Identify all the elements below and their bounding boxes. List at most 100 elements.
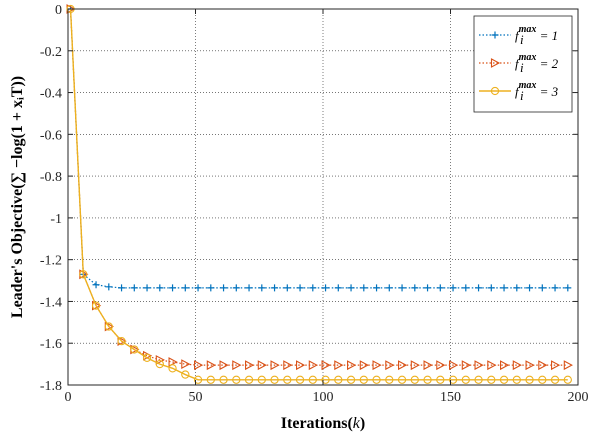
- data-point-plus: [92, 281, 100, 289]
- data-point-circle: [193, 375, 203, 384]
- data-point-circle: [91, 301, 101, 310]
- data-point-circle: [168, 364, 177, 373]
- data-point-circle: [79, 270, 88, 279]
- y-tick-label: -1: [50, 212, 62, 227]
- data-point-circle: [499, 375, 509, 384]
- data-point-plus: [143, 284, 151, 292]
- y-tick-label: -0.6: [40, 128, 62, 143]
- data-point-circle: [155, 359, 164, 369]
- data-point-plus: [462, 284, 470, 292]
- data-point-triangle: [525, 360, 535, 371]
- data-point-plus: [564, 284, 572, 292]
- data-point-circle: [308, 375, 317, 384]
- data-point-circle: [283, 375, 292, 384]
- data-point-circle: [512, 375, 521, 384]
- data-point-plus: [207, 284, 215, 292]
- data-point-plus: [232, 284, 240, 292]
- data-point-plus: [436, 284, 444, 292]
- data-point-plus: [398, 284, 406, 292]
- data-point-triangle: [423, 360, 433, 371]
- data-point-plus: [322, 284, 330, 292]
- data-point-circle: [525, 375, 534, 384]
- data-point-triangle: [461, 360, 471, 371]
- data-point-circle: [423, 375, 432, 384]
- data-point-circle: [321, 375, 330, 384]
- tick-labels: 0 50 100 150 200 0 -0.2 -0.4 -0.6 -0.8 -1 -1.2 -1.4 -…: [40, 3, 589, 405]
- data-point-triangle: [436, 360, 446, 371]
- legend-label: fmax = 2: [515, 52, 559, 71]
- data-point-circle: [334, 375, 343, 384]
- data-point-triangle: [206, 360, 216, 371]
- x-tick-label: 150: [440, 390, 461, 405]
- data-point-triangle: [232, 360, 242, 371]
- y-tick-label: -1.6: [40, 337, 62, 352]
- data-point-circle: [257, 375, 266, 384]
- data-point-plus: [385, 284, 393, 292]
- data-point-plus: [475, 284, 483, 292]
- series-line: [69, 8, 568, 366]
- series-line: [69, 8, 568, 289]
- data-point-plus: [105, 283, 113, 291]
- data-point-triangle: [245, 360, 255, 371]
- series-3: [66, 4, 572, 384]
- data-point-plus: [360, 284, 368, 292]
- legend-label: fmax = 3: [515, 80, 559, 99]
- data-point-plus: [424, 284, 432, 292]
- legend-subscript: i: [520, 32, 524, 47]
- data-point-triangle: [308, 360, 318, 371]
- data-point-triangle: [474, 360, 484, 371]
- data-point-triangle: [448, 360, 459, 371]
- grid-lines: [68, 9, 578, 385]
- x-tick-label: 0: [65, 390, 72, 405]
- data-point-plus: [181, 284, 189, 292]
- data-point-triangle: [512, 360, 522, 371]
- data-point-circle: [206, 375, 215, 384]
- data-point-plus: [271, 284, 279, 292]
- x-tick-label: 200: [568, 390, 589, 405]
- data-point-circle: [117, 336, 126, 346]
- data-point-triangle: [397, 360, 408, 371]
- data-point-circle: [270, 375, 279, 384]
- data-point-plus: [156, 284, 164, 292]
- data-point-circle: [244, 375, 254, 384]
- data-point-triangle: [181, 359, 191, 370]
- y-tick-label: 0: [55, 3, 62, 18]
- y-tick-label: -1.2: [40, 254, 62, 269]
- data-point-triangle: [295, 360, 306, 371]
- data-point-plus: [309, 284, 317, 292]
- data-point-triangle: [257, 360, 267, 371]
- series-line: [69, 8, 568, 381]
- data-point-triangle: [359, 360, 369, 371]
- legend-entry-3: fmax = 3i: [479, 80, 559, 103]
- x-tick-label: 100: [313, 390, 334, 405]
- data-point-triangle: [155, 355, 165, 365]
- data-point-circle: [385, 375, 394, 384]
- data-point-triangle: [385, 360, 395, 371]
- data-point-triangle: [550, 360, 561, 371]
- data-point-plus: [283, 284, 291, 292]
- data-point-circle: [181, 370, 190, 379]
- data-point-plus: [194, 284, 202, 292]
- series-2: [66, 4, 573, 371]
- data-point-plus: [245, 284, 253, 292]
- y-axis-label: Leader's Objective(∑ −log(1 + xᵢT)): [9, 76, 26, 318]
- data-point-circle: [461, 375, 470, 384]
- data-point-triangle: [194, 360, 204, 371]
- legend-entry-2: fmax = 2i: [479, 52, 559, 75]
- data-point-circle: [104, 322, 113, 331]
- data-point-circle: [130, 345, 139, 354]
- data-point-circle: [487, 375, 496, 384]
- data-point-triangle: [346, 360, 357, 371]
- data-point-plus: [449, 284, 457, 292]
- data-point-circle: [563, 375, 572, 384]
- y-tick-label: -0.8: [40, 170, 62, 185]
- data-point-triangle: [410, 360, 420, 371]
- data-point-circle: [359, 375, 368, 384]
- data-point-triangle: [334, 360, 344, 371]
- data-point-plus: [130, 284, 138, 292]
- data-point-circle: [436, 375, 445, 384]
- legend-box: [473, 15, 573, 113]
- data-point-plus: [334, 284, 342, 292]
